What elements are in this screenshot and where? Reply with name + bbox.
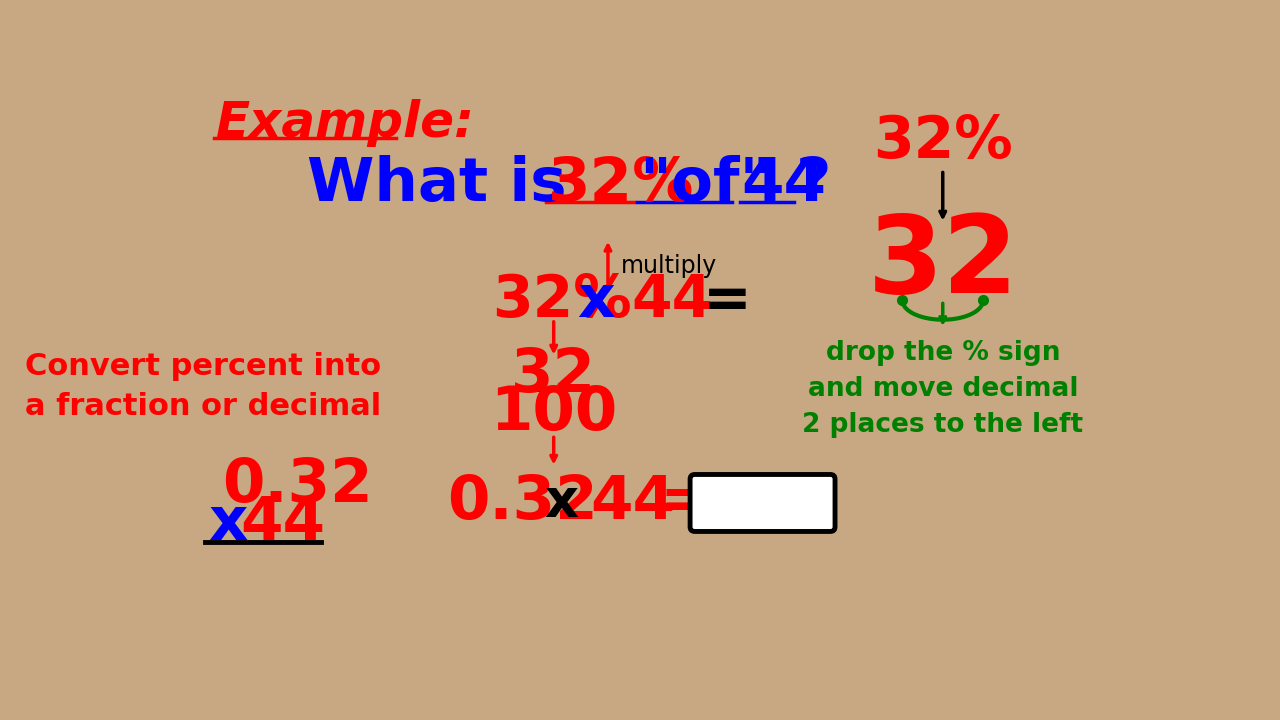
Text: x: x	[577, 272, 616, 329]
Text: Convert percent into
a fraction or decimal: Convert percent into a fraction or decim…	[24, 352, 381, 421]
FancyBboxPatch shape	[690, 474, 835, 531]
Text: What is: What is	[307, 156, 588, 215]
Text: 0.32: 0.32	[221, 456, 372, 515]
Text: x: x	[544, 476, 579, 528]
Text: ?: ?	[795, 156, 831, 215]
Text: 32%: 32%	[873, 113, 1012, 171]
Text: drop the % sign
and move decimal
2 places to the left: drop the % sign and move decimal 2 place…	[803, 341, 1083, 438]
Text: 44: 44	[631, 272, 713, 329]
Text: 44: 44	[239, 494, 325, 553]
Text: 44: 44	[741, 156, 827, 215]
Text: Example:: Example:	[216, 99, 475, 148]
Text: 32%: 32%	[548, 156, 694, 215]
Text: multiply: multiply	[621, 254, 717, 278]
Text: 32: 32	[511, 346, 596, 405]
Text: "of": "of"	[639, 156, 772, 215]
Text: 32: 32	[868, 210, 1018, 317]
Text: =: =	[703, 272, 751, 329]
Text: 32%: 32%	[492, 272, 631, 329]
Text: =: =	[660, 473, 712, 531]
Text: x: x	[209, 494, 247, 553]
Text: 44: 44	[590, 473, 675, 531]
Text: 0.32: 0.32	[447, 473, 598, 531]
Text: 100: 100	[490, 384, 617, 443]
